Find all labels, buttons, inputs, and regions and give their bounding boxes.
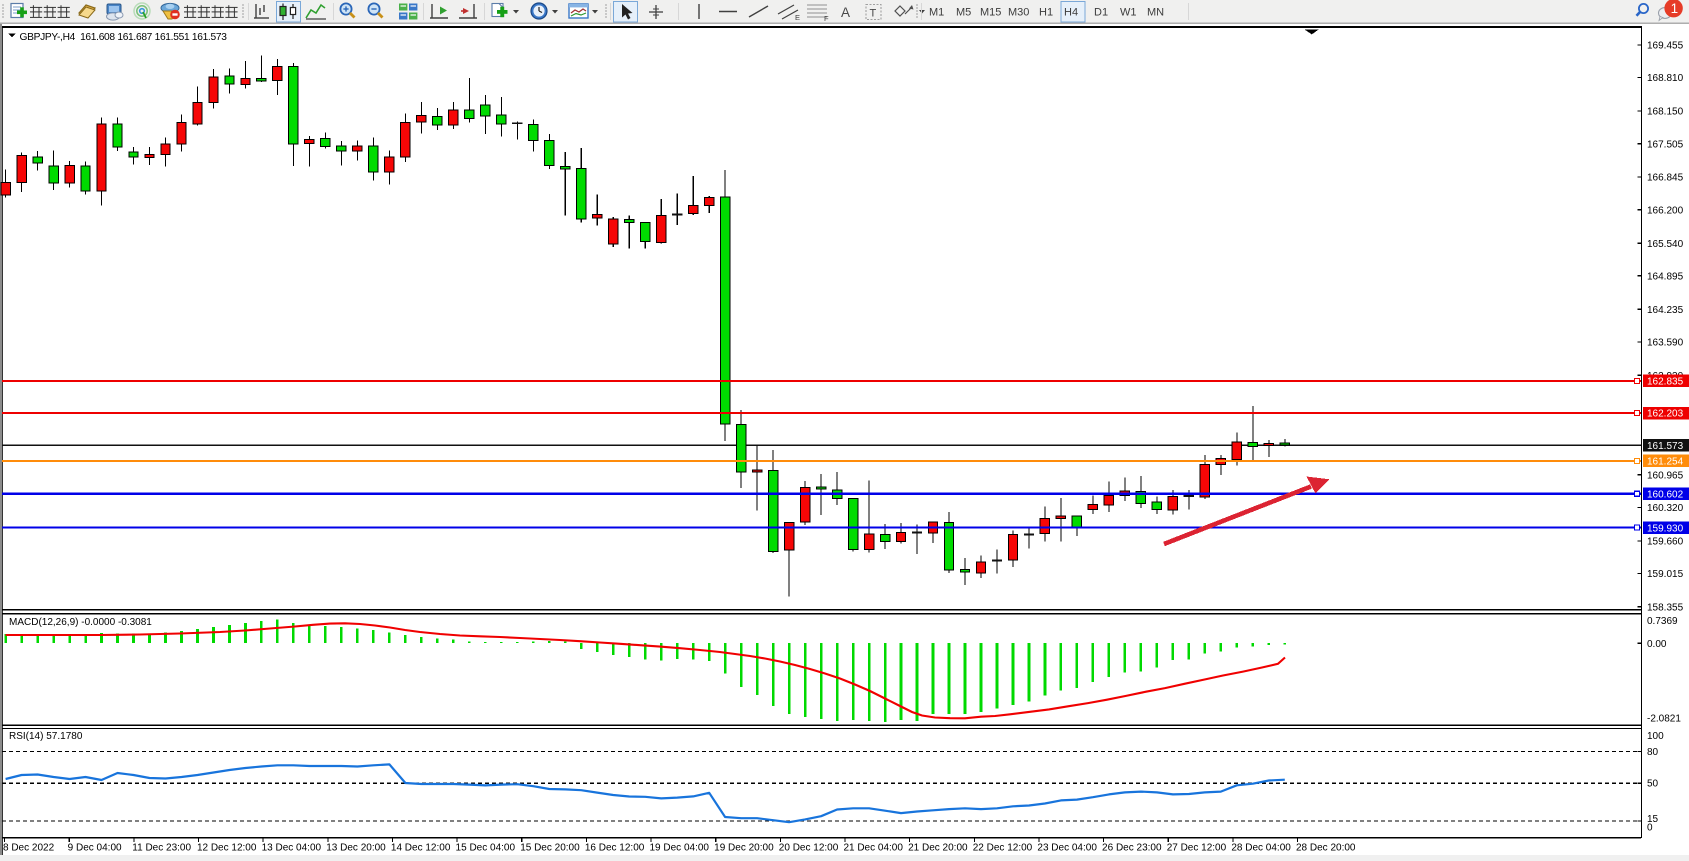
svg-text:9 Dec 04:00: 9 Dec 04:00 (68, 842, 122, 853)
svg-text:-2.0821: -2.0821 (1647, 714, 1681, 725)
svg-text:GBPJPY-,H4 161.608 161.687 16: GBPJPY-,H4 161.608 161.687 161.551 161.5… (20, 32, 228, 43)
svg-text:11 Dec 23:00: 11 Dec 23:00 (132, 842, 191, 853)
svg-text:T: T (870, 8, 877, 20)
svg-text:80: 80 (1647, 747, 1659, 758)
svg-text:23 Dec 04:00: 23 Dec 04:00 (1037, 842, 1097, 853)
svg-text:19 Dec 20:00: 19 Dec 20:00 (714, 842, 774, 853)
svg-text:MN: MN (1147, 7, 1164, 19)
svg-text:161.254: 161.254 (1647, 457, 1684, 468)
svg-text:50: 50 (1647, 779, 1659, 790)
svg-text:D1: D1 (1094, 7, 1108, 19)
svg-text:164.895: 164.895 (1647, 271, 1684, 282)
svg-text:163.590: 163.590 (1647, 338, 1684, 349)
svg-text:M15: M15 (980, 7, 1001, 19)
svg-text:13 Dec 04:00: 13 Dec 04:00 (262, 842, 322, 853)
svg-text:26 Dec 23:00: 26 Dec 23:00 (1102, 842, 1162, 853)
svg-text:160.965: 160.965 (1647, 470, 1684, 481)
svg-text:164.235: 164.235 (1647, 305, 1684, 316)
svg-text:160.602: 160.602 (1647, 489, 1684, 500)
svg-text:16 Dec 12:00: 16 Dec 12:00 (585, 842, 645, 853)
svg-text:19 Dec 04:00: 19 Dec 04:00 (650, 842, 710, 853)
svg-text:27 Dec 12:00: 27 Dec 12:00 (1167, 842, 1227, 853)
svg-text:RSI(14) 57.1780: RSI(14) 57.1780 (9, 731, 83, 742)
svg-text:13 Dec 20:00: 13 Dec 20:00 (326, 842, 386, 853)
svg-text:M1: M1 (929, 7, 944, 19)
svg-text:M30: M30 (1008, 7, 1029, 19)
svg-text:167.505: 167.505 (1647, 139, 1684, 150)
svg-text:F: F (824, 14, 829, 23)
svg-text:28 Dec 04:00: 28 Dec 04:00 (1231, 842, 1291, 853)
svg-text:161.573: 161.573 (1647, 441, 1684, 452)
svg-text:MACD(12,26,9) -0.0000 -0.3081: MACD(12,26,9) -0.0000 -0.3081 (9, 617, 152, 628)
svg-text:14 Dec 12:00: 14 Dec 12:00 (391, 842, 451, 853)
svg-text:168.150: 168.150 (1647, 107, 1684, 118)
svg-text:22 Dec 12:00: 22 Dec 12:00 (973, 842, 1033, 853)
svg-text:E: E (795, 13, 800, 22)
svg-text:15: 15 (1647, 814, 1659, 825)
svg-text:159.015: 159.015 (1647, 569, 1684, 580)
svg-text:166.845: 166.845 (1647, 173, 1684, 184)
svg-text:28 Dec 20:00: 28 Dec 20:00 (1296, 842, 1356, 853)
svg-text:1: 1 (1671, 1, 1679, 16)
svg-text:159.660: 159.660 (1647, 537, 1684, 548)
svg-text:21 Dec 20:00: 21 Dec 20:00 (908, 842, 968, 853)
svg-text:162.203: 162.203 (1647, 409, 1684, 420)
svg-text:158.355: 158.355 (1647, 602, 1684, 613)
svg-text:159.930: 159.930 (1647, 523, 1684, 534)
svg-text:166.200: 166.200 (1647, 205, 1684, 216)
svg-text:162.835: 162.835 (1647, 377, 1684, 388)
svg-text:8 Dec 2022: 8 Dec 2022 (3, 842, 55, 853)
svg-text:21 Dec 04:00: 21 Dec 04:00 (843, 842, 903, 853)
svg-text:165.540: 165.540 (1647, 239, 1684, 250)
svg-text:0.7369: 0.7369 (1647, 616, 1678, 627)
svg-text:20 Dec 12:00: 20 Dec 12:00 (779, 842, 839, 853)
svg-text:160.320: 160.320 (1647, 503, 1684, 514)
svg-text:0: 0 (1647, 823, 1653, 834)
svg-text:H1: H1 (1039, 7, 1053, 19)
svg-text:100: 100 (1647, 731, 1664, 742)
svg-text:15 Dec 04:00: 15 Dec 04:00 (456, 842, 516, 853)
svg-text:169.455: 169.455 (1647, 41, 1684, 52)
svg-text:W1: W1 (1120, 7, 1137, 19)
svg-text:168.810: 168.810 (1647, 73, 1684, 84)
svg-text:H4: H4 (1064, 7, 1078, 19)
svg-text:15 Dec 20:00: 15 Dec 20:00 (520, 842, 580, 853)
svg-text:M5: M5 (956, 7, 971, 19)
svg-text:12 Dec 12:00: 12 Dec 12:00 (197, 842, 257, 853)
svg-text:0.00: 0.00 (1647, 639, 1667, 650)
svg-text:A: A (841, 5, 850, 20)
